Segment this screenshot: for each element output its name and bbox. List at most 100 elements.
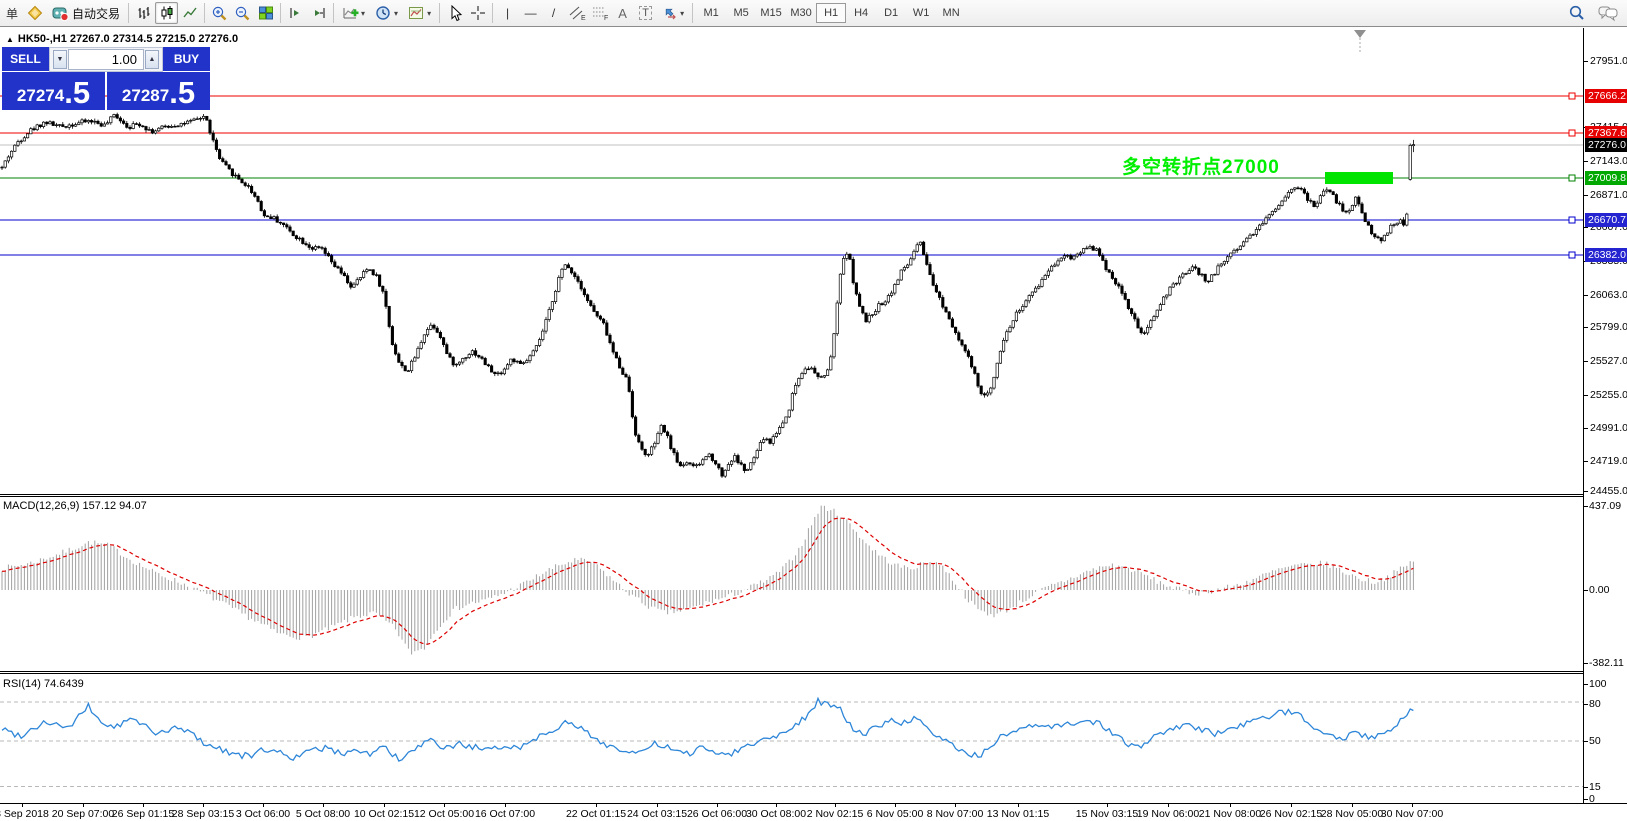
text-label-icon: T (639, 6, 652, 20)
time-tick-label: 16 Oct 07:00 (474, 808, 536, 820)
timeframe-M30[interactable]: M30 (790, 7, 812, 19)
text-tool-button[interactable]: A (611, 2, 634, 24)
time-tick-label: 19 Nov 06:00 (1136, 808, 1200, 820)
macd-pane[interactable] (0, 497, 1583, 671)
volume-decrease-button[interactable]: ▼ (53, 50, 67, 69)
cursor-button[interactable] (443, 2, 466, 24)
timeframe-M15[interactable]: M15 (760, 7, 782, 19)
buy-price-frac: .5 (169, 75, 196, 110)
sell-button[interactable]: SELL (2, 47, 49, 72)
rsi-tick-mark (1584, 787, 1588, 788)
time-tick-mark (323, 803, 324, 807)
rsi-scale-label: 80 (1589, 698, 1601, 710)
one-click-trading-panel: SELL ▼ ▲ BUY 27274.5 27287.5 (2, 47, 210, 110)
time-tick-label: 22 Oct 01:15 (565, 808, 627, 820)
price-tick-label: 27951.0 (1590, 55, 1627, 67)
time-tick-label: 3 Oct 06:00 (235, 808, 291, 820)
sell-price-display[interactable]: 27274.5 (2, 72, 105, 110)
time-tick-label: 8 Sep 2018 (0, 808, 49, 820)
metaeditor-button[interactable] (23, 2, 46, 24)
auto-scroll-icon (314, 8, 325, 18)
dropdown-arrow-icon: ▾ (427, 8, 432, 18)
indicators-button[interactable]: ▾ (337, 2, 370, 24)
time-tick-label: 30 Oct 08:00 (745, 808, 807, 820)
crosshair-icon (470, 6, 485, 20)
price-tick-mark (1584, 295, 1588, 296)
highlight-rectangle[interactable] (1325, 172, 1393, 184)
new-order-label: 单 (6, 6, 19, 21)
toolbar-separator (492, 3, 494, 23)
horizontal-line-button[interactable]: — (519, 2, 542, 24)
equidistant-channel-button[interactable]: E (565, 2, 588, 24)
rsi-pane[interactable] (0, 674, 1583, 803)
time-tick-mark (1168, 803, 1169, 807)
buy-button[interactable]: BUY (163, 47, 210, 72)
price-tick-mark (1584, 61, 1588, 62)
timeframe-D1[interactable]: D1 (884, 7, 899, 19)
toolbar-separator (280, 3, 282, 23)
price-level-badge: 27276.0 (1585, 138, 1627, 152)
pane-separator[interactable] (0, 494, 1583, 497)
time-tick-mark (444, 803, 445, 807)
timeframe-H1[interactable]: H1 (816, 3, 847, 23)
timeframe-M1[interactable]: M1 (703, 7, 719, 19)
price-tick-label: 26063.0 (1590, 289, 1627, 301)
trendline-button[interactable]: / (542, 2, 565, 24)
bar-chart-button[interactable] (132, 2, 155, 24)
macd-scale-label: 0.00 (1589, 584, 1610, 596)
line-chart-button[interactable] (178, 2, 201, 24)
price-tick-label: 26871.0 (1590, 189, 1627, 201)
time-axis-line (0, 803, 1627, 804)
buy-price-display[interactable]: 27287.5 (107, 72, 210, 110)
zoom-in-button[interactable] (208, 2, 231, 24)
new-order-button[interactable]: 单 (1, 2, 23, 24)
zoom-out-icon (235, 6, 250, 20)
chat-bubbles-icon (1598, 6, 1617, 21)
time-tick-mark (1230, 803, 1231, 807)
collapse-triangle-icon[interactable]: ▲ (6, 34, 14, 44)
macd-tick-mark (1584, 506, 1588, 507)
fibonacci-button[interactable]: F (588, 2, 611, 24)
price-tick-mark (1584, 327, 1588, 328)
autotrading-button[interactable]: 自动交易 (46, 2, 125, 24)
price-tick-label: 24991.0 (1590, 422, 1627, 434)
tile-windows-button[interactable] (254, 2, 277, 24)
search-button[interactable] (1565, 2, 1588, 24)
time-tick-mark (1412, 803, 1413, 807)
arrows-tool-button[interactable]: ▾ (657, 2, 689, 24)
autotrading-label: 自动交易 (72, 6, 121, 21)
rsi-tick-mark (1584, 684, 1588, 685)
macd-scale-label: -382.11 (1589, 657, 1624, 669)
chart-shift-button[interactable] (284, 2, 307, 24)
toolbar: 单 自动交易 (0, 0, 1627, 27)
crosshair-button[interactable] (466, 2, 489, 24)
rsi-tick-mark (1584, 799, 1588, 800)
sell-price-int: 27274 (16, 86, 65, 105)
text-label-button[interactable]: T (634, 2, 657, 24)
chat-button[interactable] (1596, 2, 1619, 24)
templates-button[interactable]: ▾ (403, 2, 436, 24)
search-icon (1569, 5, 1584, 20)
time-tick-mark (83, 803, 84, 807)
timeframe-MN[interactable]: MN (942, 7, 960, 19)
zoom-out-button[interactable] (231, 2, 254, 24)
auto-scroll-button[interactable] (307, 2, 330, 24)
timeframe-group: M1 M5 M15 M30 H1 H4 D1 W1 MN (696, 3, 966, 23)
price-tick-mark (1584, 161, 1588, 162)
price-axis-border (1583, 28, 1584, 803)
vertical-line-button[interactable]: | (496, 2, 519, 24)
periods-button[interactable]: ▾ (370, 2, 403, 24)
volume-increase-button[interactable]: ▲ (145, 50, 159, 69)
volume-input[interactable] (68, 49, 144, 70)
timeframe-H4[interactable]: H4 (854, 7, 869, 19)
candlestick-chart-button[interactable] (155, 2, 179, 24)
pane-separator[interactable] (0, 671, 1583, 674)
main-price-chart[interactable] (0, 28, 1583, 494)
timeframe-W1[interactable]: W1 (912, 7, 930, 19)
timeframe-M5[interactable]: M5 (733, 7, 749, 19)
price-tick-mark (1584, 428, 1588, 429)
time-tick-label: 5 Oct 08:00 (295, 808, 351, 820)
chart-header: ▲ HK50-,H1 27267.0 27314.5 27215.0 27276… (6, 33, 238, 45)
chart-title-text: HK50-,H1 27267.0 27314.5 27215.0 27276.0 (17, 33, 239, 45)
toolbar-separator (128, 3, 130, 23)
